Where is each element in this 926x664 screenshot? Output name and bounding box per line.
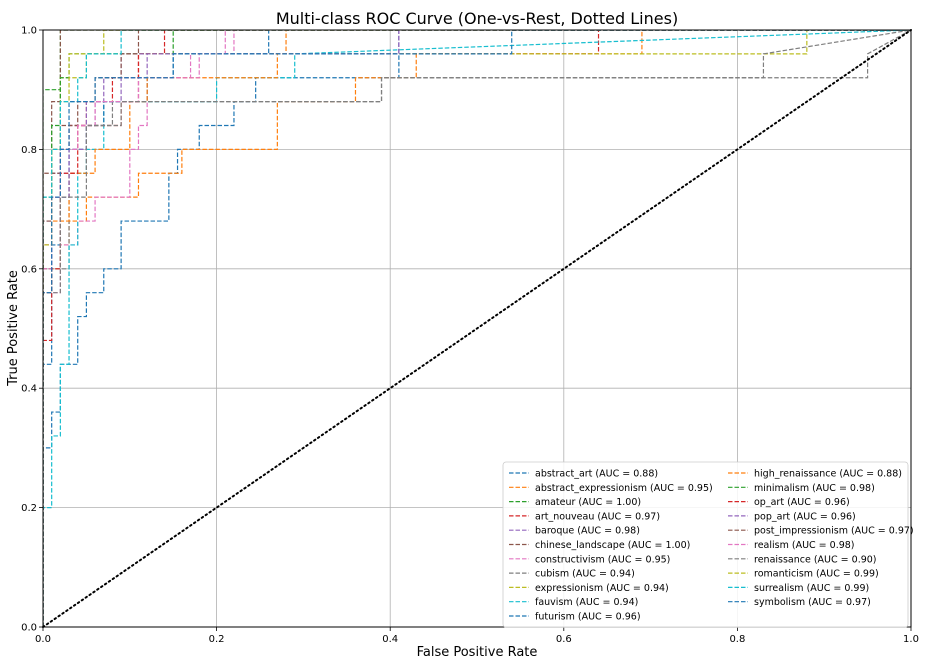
x-tick-label: 1.0	[903, 634, 919, 645]
legend-label: romanticism (AUC = 0.99)	[754, 569, 879, 580]
legend-label: art_nouveau (AUC = 0.97)	[535, 511, 660, 522]
legend-label: chinese_landscape (AUC = 1.00)	[535, 540, 690, 551]
x-axis-label: False Positive Rate	[417, 645, 538, 660]
y-axis-ticks: 0.0 0.2 0.4 0.6 0.8 1.0	[21, 26, 43, 634]
legend-label: abstract_expressionism (AUC = 0.95)	[535, 483, 713, 494]
x-tick-label: 0.8	[729, 634, 745, 645]
legend-label: futurism (AUC = 0.96)	[535, 612, 641, 623]
roc-curves	[43, 30, 911, 627]
legend: abstract_art (AUC = 0.88) abstract_expres…	[502, 461, 914, 628]
legend-label: minimalism (AUC = 0.98)	[754, 483, 875, 494]
legend-label: pop_art (AUC = 0.96)	[754, 511, 856, 522]
y-tick-label: 0.0	[21, 623, 37, 634]
legend-label: surrealism (AUC = 0.99)	[754, 583, 869, 594]
roc-curve-series-19	[43, 30, 911, 627]
legend-box	[502, 461, 909, 628]
y-axis-label: True Positive Rate	[6, 270, 21, 387]
roc-curve-series-8	[43, 30, 911, 627]
y-tick-label: 0.6	[21, 264, 37, 275]
y-tick-label: 0.4	[21, 384, 37, 395]
legend-label: realism (AUC = 0.98)	[754, 540, 855, 551]
legend-label: high_renaissance (AUC = 0.88)	[754, 469, 902, 480]
legend-label: baroque (AUC = 0.98)	[535, 526, 640, 537]
legend-label: expressionism (AUC = 0.94)	[535, 583, 669, 594]
grid-lines	[42, 29, 912, 628]
legend-label: post_impressionism (AUC = 0.97)	[754, 526, 914, 537]
x-axis-ticks: 0.0 0.2 0.4 0.6 0.8 1.0	[35, 627, 919, 645]
y-tick-label: 1.0	[21, 26, 37, 37]
legend-label: cubism (AUC = 0.94)	[535, 569, 635, 580]
chart-title: Multi-class ROC Curve (One-vs-Rest, Dott…	[276, 9, 678, 28]
chance-diagonal-line	[42, 29, 912, 628]
legend-label: amateur (AUC = 1.00)	[535, 497, 641, 508]
y-tick-label: 0.8	[21, 145, 37, 156]
legend-label: constructivism (AUC = 0.95)	[535, 554, 670, 565]
legend-label: abstract_art (AUC = 0.88)	[535, 469, 658, 480]
roc-curve-series-20	[43, 30, 911, 627]
legend-label: op_art (AUC = 0.96)	[754, 497, 850, 508]
plot-area	[42, 29, 912, 628]
legend-label: fauvism (AUC = 0.94)	[535, 597, 638, 608]
x-tick-label: 0.0	[35, 634, 51, 645]
roc-curve-series-5	[43, 30, 911, 627]
x-tick-label: 0.2	[209, 634, 225, 645]
x-tick-label: 0.6	[556, 634, 572, 645]
axes-frame	[42, 29, 912, 628]
legend-label: renaissance (AUC = 0.90)	[754, 554, 877, 565]
x-tick-label: 0.4	[382, 634, 398, 645]
y-tick-label: 0.2	[21, 503, 37, 514]
roc-curve-series-17	[43, 30, 911, 627]
legend-label: symbolism (AUC = 0.97)	[754, 597, 871, 608]
